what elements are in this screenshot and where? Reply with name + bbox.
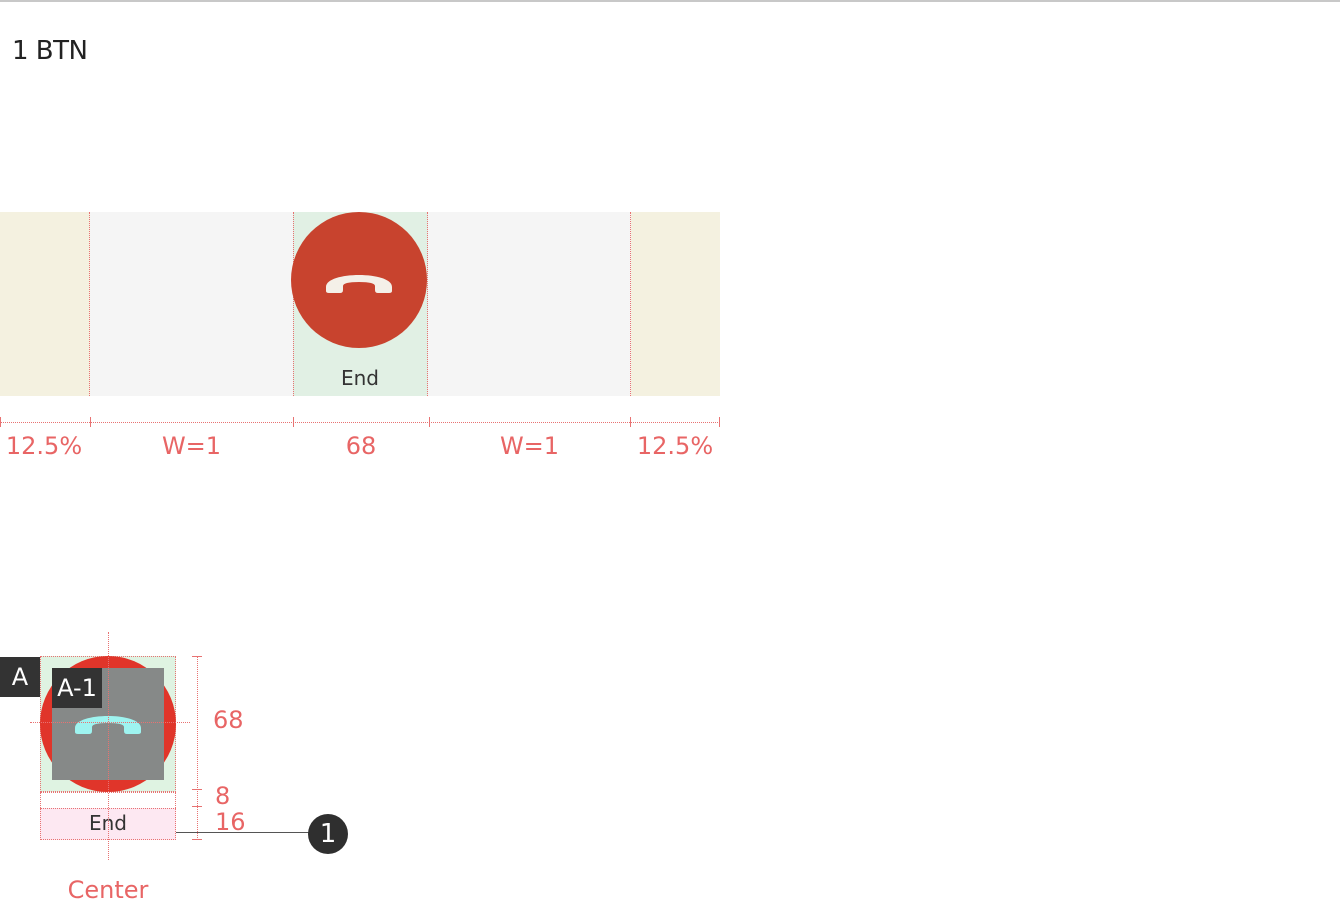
measure-tick — [0, 417, 1, 427]
guide-line — [630, 212, 631, 396]
badge-a: A — [0, 657, 40, 697]
measure-tick — [719, 417, 720, 427]
right-margin-measure: 12.5% — [636, 432, 714, 460]
measure-tick — [192, 789, 202, 790]
gap-guide — [40, 792, 41, 808]
center-guide — [108, 632, 109, 860]
end-call-button[interactable] — [291, 212, 427, 348]
callout-marker: 1 — [308, 814, 348, 854]
call-end-icon — [75, 716, 141, 734]
measure-tick — [192, 656, 202, 657]
gap-guide — [175, 792, 176, 808]
text-height-measure: 16 — [215, 808, 246, 836]
button-width-measure: 68 — [345, 432, 377, 460]
badge-a1: A-1 — [52, 668, 102, 708]
gap-measure: 8 — [215, 782, 231, 810]
measure-line — [0, 422, 720, 423]
measure-tick — [192, 839, 202, 840]
measure-tick — [192, 806, 202, 807]
right-margin-zone — [631, 212, 720, 396]
page-title: 1 BTN — [12, 36, 88, 66]
call-end-icon — [326, 275, 392, 293]
vertical-measure-line — [197, 656, 198, 840]
left-space-measure: W=1 — [161, 432, 222, 460]
left-space-zone — [90, 212, 293, 396]
guide-line — [293, 212, 294, 396]
measure-tick — [630, 417, 631, 427]
guide-line — [427, 212, 428, 396]
measure-tick — [90, 417, 91, 427]
center-guide — [30, 722, 190, 723]
end-button-label: End — [340, 366, 379, 390]
measure-tick — [429, 417, 430, 427]
top-divider — [0, 0, 1340, 2]
left-margin-zone — [0, 212, 90, 396]
left-margin-measure: 12.5% — [5, 432, 83, 460]
guide-line — [89, 212, 90, 396]
detail-end-label: End — [88, 811, 127, 835]
icon-height-measure: 68 — [213, 706, 244, 734]
alignment-label: Center — [67, 876, 149, 904]
right-space-measure: W=1 — [499, 432, 560, 460]
callout-leader-line — [176, 832, 310, 833]
right-space-zone — [428, 212, 631, 396]
measure-tick — [293, 417, 294, 427]
